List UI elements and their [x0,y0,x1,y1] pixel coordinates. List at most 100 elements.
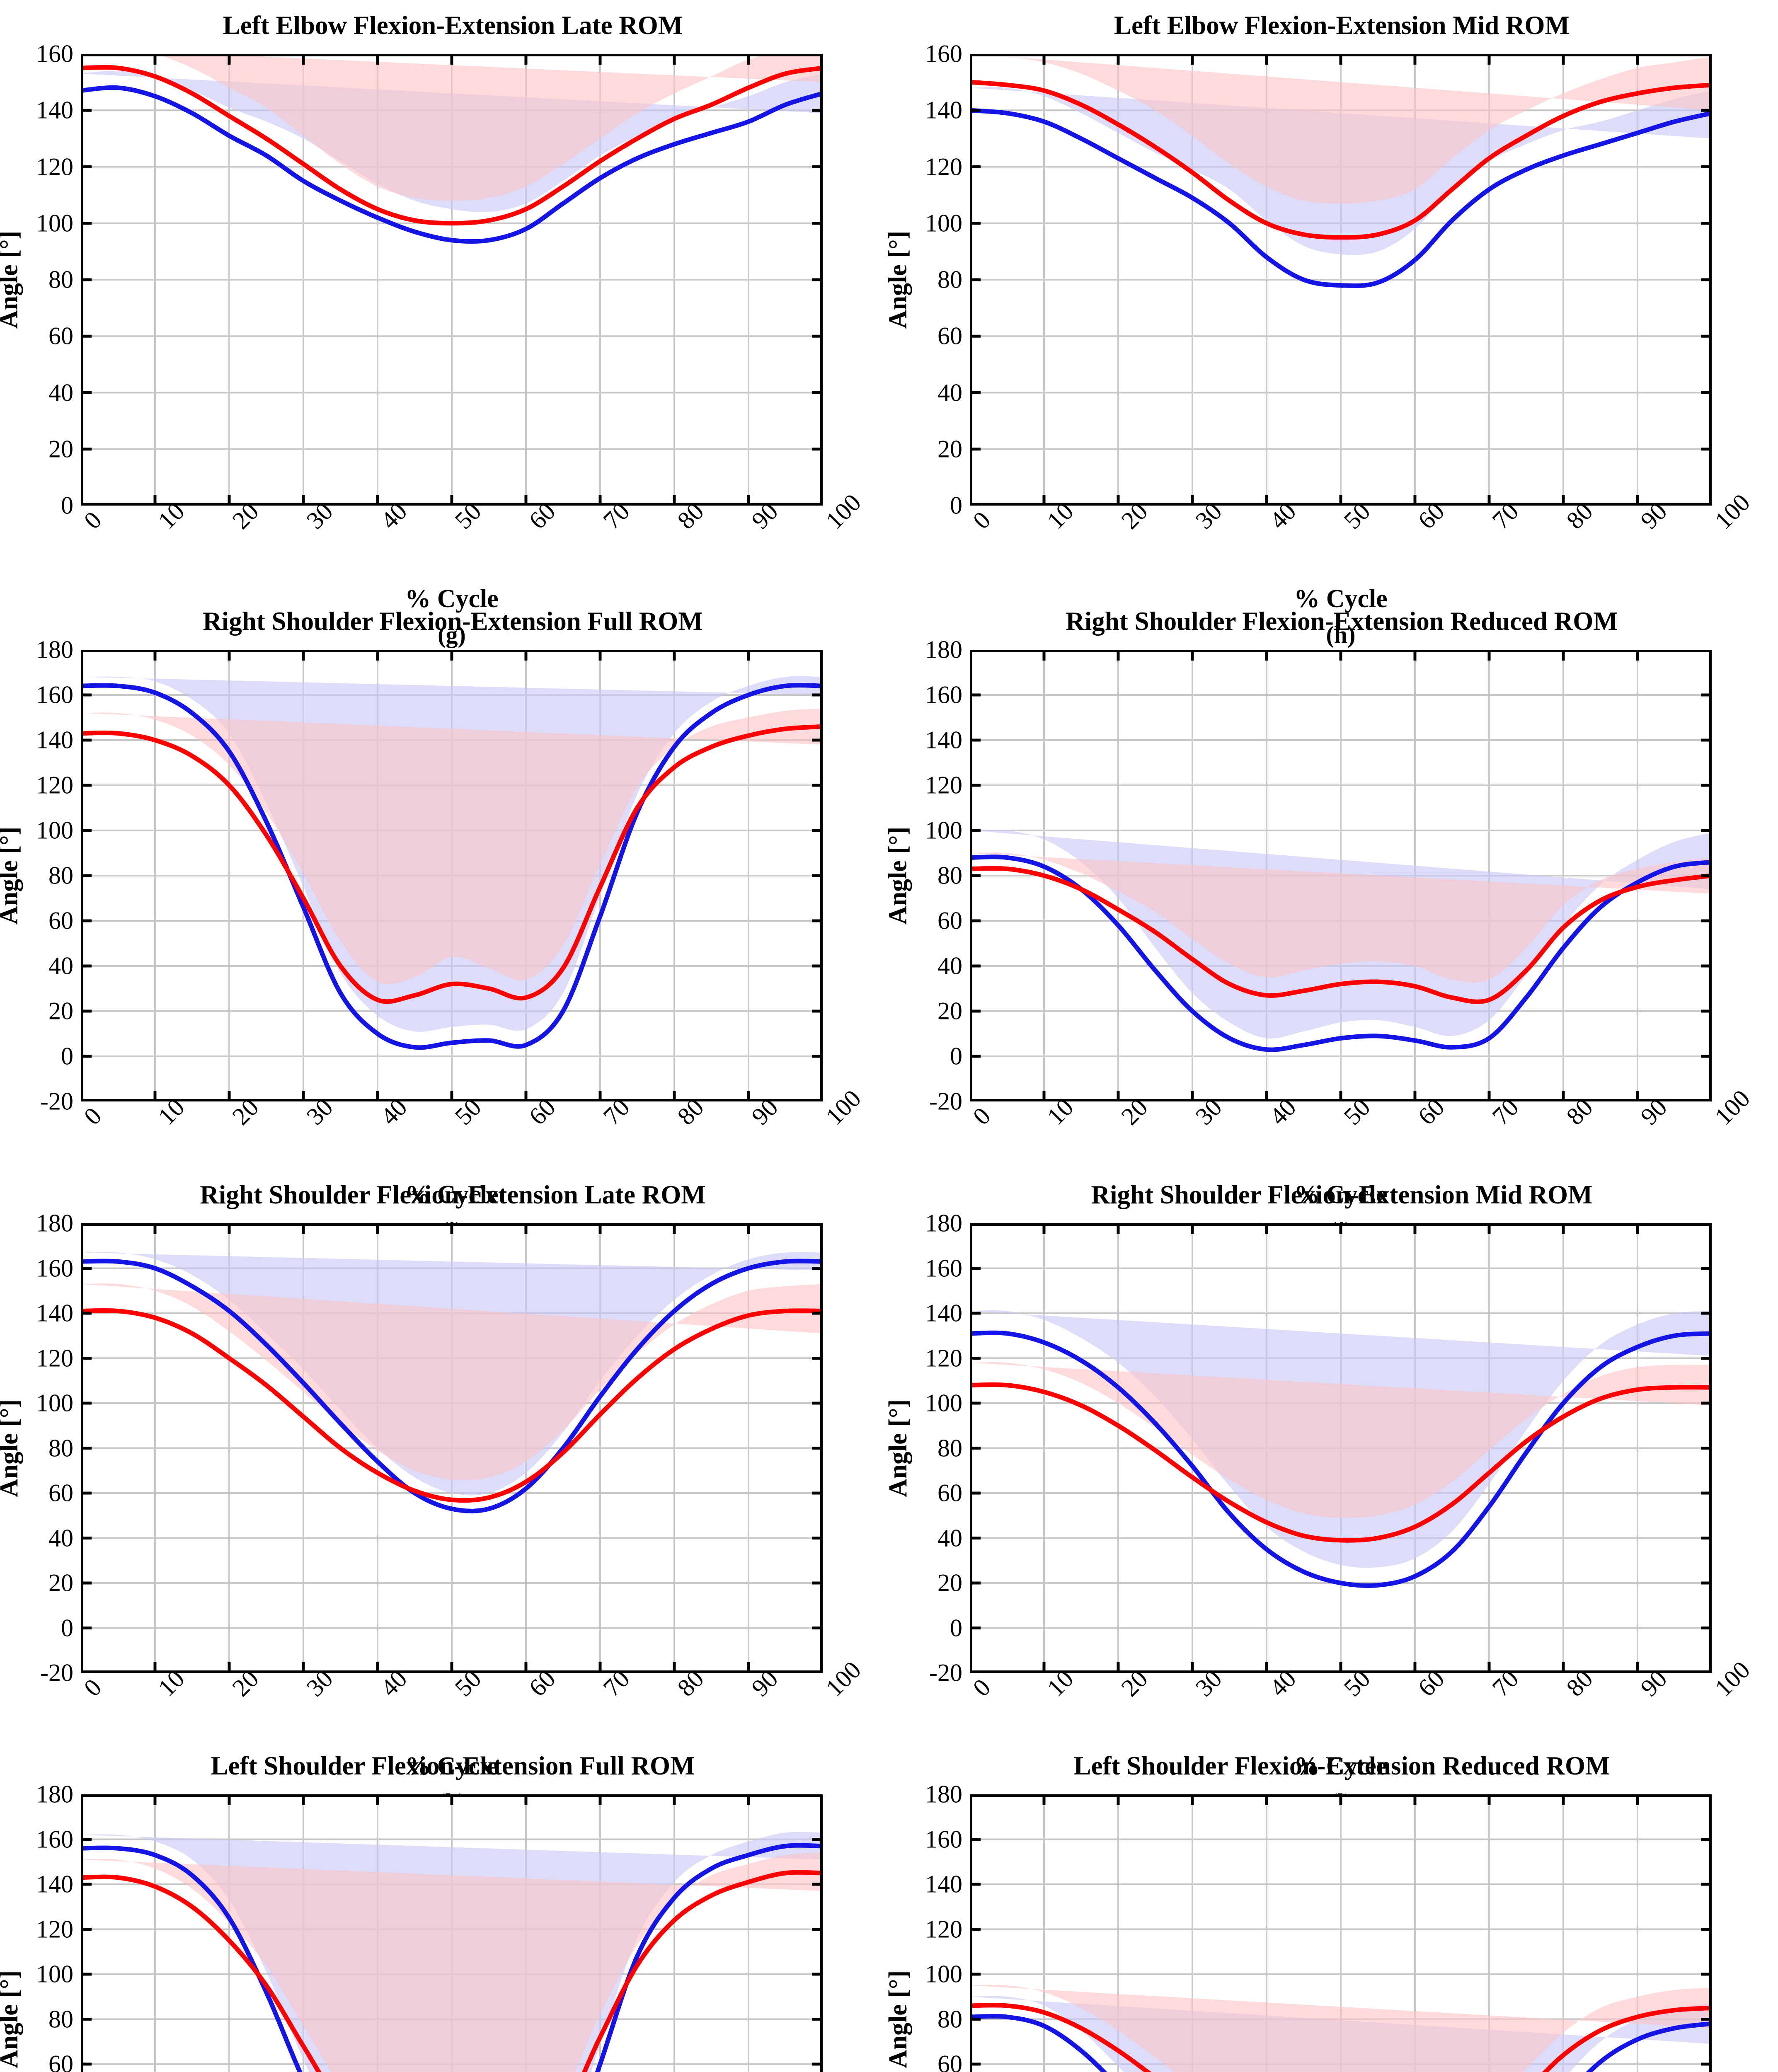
y-tick-label: 160 [36,681,73,709]
plot-area [81,54,823,506]
x-tick-label: 40 [1264,1093,1301,1130]
series-line-mediapipe [81,85,823,244]
y-tick-label: 100 [925,816,962,844]
confidence-band-optoelectronic [970,54,1712,204]
panel-letter: (h) [1326,621,1356,648]
x-tick-label: 60 [1412,1665,1450,1702]
series-line-mediapipe [970,1330,1712,1588]
plot-area [970,54,1712,506]
x-tick-label: 80 [672,1093,709,1130]
y-tick-label: 100 [36,1960,73,1988]
chart-title: Left Shoulder Flexion-Extension Reduced … [1073,1751,1610,1780]
x-tick-label: 70 [598,1093,635,1130]
y-tick-label: 180 [36,1209,73,1237]
y-tick-label: 60 [48,2050,73,2072]
plot-area [970,650,1712,1101]
y-tick-label: 140 [36,1870,73,1898]
chart-panel-l: Right Shoulder Flexion-Extension Mid ROM… [884,1152,1778,1816]
y-tick-label: 180 [925,1209,962,1237]
x-tick-label: 70 [598,497,635,535]
x-tick-label: 0 [967,506,996,535]
x-tick-label: 70 [1487,497,1524,535]
x-tick-label: 20 [1116,1093,1153,1130]
y-tick-label: 180 [925,1780,962,1808]
y-tick-label: 80 [937,1434,962,1462]
y-tick-label: 140 [925,96,962,124]
y-tick-label: 140 [925,1299,962,1327]
y-tick-label: 140 [36,96,73,124]
chart-title: Left Elbow Flexion-Extension Late ROM [223,11,683,40]
plot-area [81,1794,823,2072]
x-tick-label: 0 [78,1102,107,1130]
y-tick-label: 0 [61,1042,73,1070]
y-tick-label: 100 [925,1389,962,1417]
x-tick-label: 90 [746,1093,783,1130]
chart-panel-i: Right Shoulder Flexion-Extension Full RO… [0,580,889,1244]
y-tick-label: 80 [937,862,962,889]
y-tick-label: 160 [925,1825,962,1853]
y-tick-label: 80 [48,1434,73,1462]
y-tick-label: 120 [925,1915,962,1943]
y-tick-label: 60 [48,1479,73,1507]
confidence-band-optoelectronic [970,852,1712,983]
x-tick-label: 70 [1487,1665,1524,1702]
chart-title: Right Shoulder Flexion-Extension Full RO… [203,607,703,636]
x-tick-label: 50 [449,1665,487,1702]
series-line-optoelectronic [81,1870,823,2072]
x-tick-label: 60 [1412,1093,1450,1130]
series-line-optoelectronic [81,1308,823,1503]
x-tick-label: 20 [227,497,264,535]
x-tick-label: 0 [967,1102,996,1130]
x-axis-label: % Cycle [1294,1752,1388,1780]
y-tick-label: 40 [937,952,962,980]
x-tick-label: 100 [1709,1084,1756,1130]
x-tick-label: 80 [1561,497,1598,535]
y-tick-label: 20 [48,435,73,463]
confidence-band-optoelectronic [81,1283,823,1480]
x-tick-label: 60 [523,497,561,535]
y-tick-label: 0 [950,1614,962,1641]
series-line-mediapipe [81,1843,823,2072]
chart-panel-n: Left Shoulder Flexion-Extension Reduced … [884,1724,1778,2072]
y-tick-label: 120 [36,153,73,180]
x-tick-label: 100 [1709,1656,1756,1702]
series-line-optoelectronic [970,80,1712,240]
x-tick-label: 10 [1042,497,1079,535]
y-tick-label: 0 [950,491,962,519]
x-tick-label: 100 [820,1084,867,1130]
y-tick-label: 100 [36,1389,73,1417]
y-tick-label: 80 [48,266,73,293]
y-tick-label: 60 [937,907,962,934]
confidence-band-optoelectronic [155,54,823,201]
y-tick-label: 40 [48,1524,73,1552]
y-tick-label: 100 [36,816,73,844]
y-tick-label: 160 [925,1254,962,1282]
chart-panel-k: Right Shoulder Flexion-Extension Late RO… [0,1152,889,1816]
panel-letter: (g) [438,621,466,648]
y-tick-label: 160 [36,1254,73,1282]
y-tick-label: 100 [925,209,962,237]
chart-title: Left Shoulder Flexion-Extension Full ROM [211,1751,695,1780]
y-tick-label: 40 [48,952,73,980]
x-tick-label: 10 [153,1665,190,1702]
y-tick-label: 160 [36,40,73,68]
plot-area [81,1223,823,1673]
x-tick-label: 10 [153,497,190,535]
series-line-optoelectronic [81,724,823,1004]
x-tick-label: 80 [1561,1665,1598,1702]
x-axis-label: % Cycle [1294,1181,1388,1209]
y-tick-label: 60 [937,2050,962,2072]
x-tick-label: 30 [1190,497,1227,535]
x-tick-label: 30 [1190,1665,1227,1702]
x-tick-label: 20 [1116,497,1153,535]
x-tick-label: 70 [598,1665,635,1702]
y-tick-label: 60 [48,907,73,934]
y-tick-label: 40 [937,379,962,406]
x-tick-label: 60 [523,1093,561,1130]
x-tick-label: 50 [449,497,487,535]
x-tick-label: 40 [1264,1665,1301,1702]
y-tick-label: 140 [925,1870,962,1898]
tick-marks [81,1794,823,2066]
x-tick-label: 30 [1190,1093,1227,1130]
x-tick-label: 100 [1709,489,1756,535]
